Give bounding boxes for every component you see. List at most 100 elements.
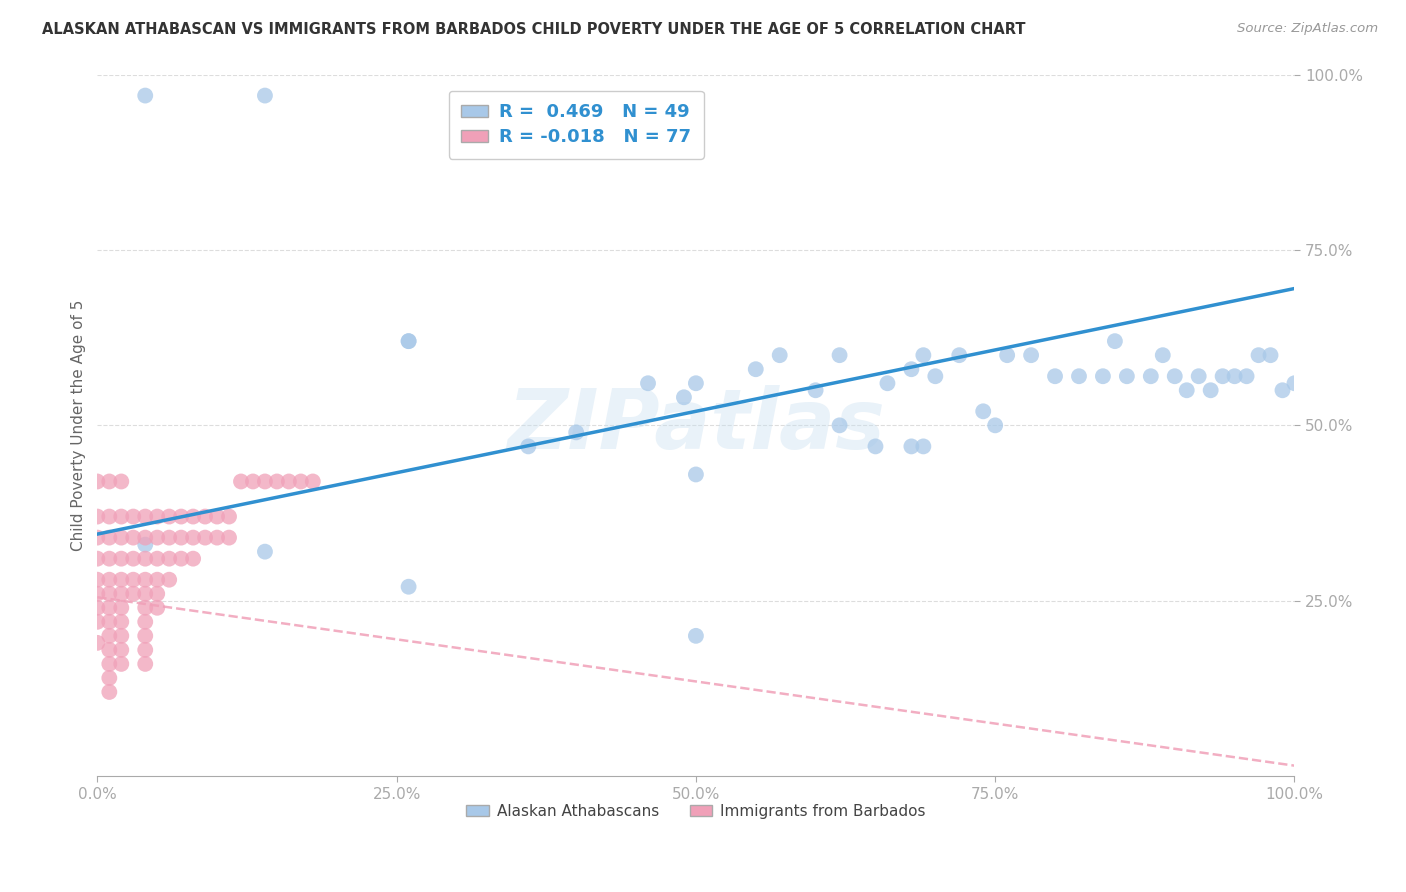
Point <box>745 362 768 376</box>
Point <box>995 348 1018 362</box>
Point <box>637 376 659 391</box>
Point <box>266 475 288 489</box>
Point <box>253 88 276 103</box>
Point <box>1043 369 1066 384</box>
Point <box>146 551 169 566</box>
Point <box>86 475 108 489</box>
Point <box>98 573 121 587</box>
Point <box>134 88 156 103</box>
Point <box>86 531 108 545</box>
Point <box>290 475 312 489</box>
Point <box>98 643 121 657</box>
Point <box>157 573 180 587</box>
Point <box>900 439 922 453</box>
Point <box>110 509 132 524</box>
Point <box>1104 334 1126 348</box>
Point <box>146 509 169 524</box>
Point <box>134 615 156 629</box>
Point <box>146 587 169 601</box>
Point <box>134 538 156 552</box>
Point <box>122 531 145 545</box>
Point <box>98 615 121 629</box>
Point <box>218 509 240 524</box>
Point <box>1284 376 1306 391</box>
Point <box>110 587 132 601</box>
Point <box>828 418 851 433</box>
Point <box>86 551 108 566</box>
Point <box>242 475 264 489</box>
Point <box>685 467 707 482</box>
Point <box>134 629 156 643</box>
Point <box>170 531 193 545</box>
Point <box>205 531 228 545</box>
Point <box>122 573 145 587</box>
Point <box>110 629 132 643</box>
Point <box>146 600 169 615</box>
Point <box>398 334 420 348</box>
Point <box>1139 369 1161 384</box>
Point <box>1175 384 1198 398</box>
Point <box>972 404 994 418</box>
Point <box>146 531 169 545</box>
Point <box>86 636 108 650</box>
Point <box>1223 369 1246 384</box>
Point <box>110 531 132 545</box>
Legend: Alaskan Athabascans, Immigrants from Barbados: Alaskan Athabascans, Immigrants from Bar… <box>460 797 932 825</box>
Point <box>98 685 121 699</box>
Text: ZIPatlas: ZIPatlas <box>508 384 884 466</box>
Point <box>1188 369 1211 384</box>
Point <box>134 600 156 615</box>
Point <box>253 475 276 489</box>
Point <box>912 348 935 362</box>
Point <box>769 348 792 362</box>
Point <box>134 531 156 545</box>
Point <box>398 580 420 594</box>
Point <box>984 418 1007 433</box>
Point <box>98 531 121 545</box>
Point <box>1152 348 1174 362</box>
Point <box>157 509 180 524</box>
Point <box>1164 369 1187 384</box>
Point <box>194 531 217 545</box>
Point <box>110 600 132 615</box>
Point <box>1091 369 1114 384</box>
Point <box>98 600 121 615</box>
Point <box>912 439 935 453</box>
Point <box>1067 369 1090 384</box>
Point <box>98 551 121 566</box>
Point <box>110 657 132 671</box>
Point <box>122 551 145 566</box>
Point <box>1019 348 1042 362</box>
Point <box>98 657 121 671</box>
Point <box>86 587 108 601</box>
Point <box>181 551 204 566</box>
Point <box>804 384 827 398</box>
Point <box>900 362 922 376</box>
Point <box>110 643 132 657</box>
Point <box>924 369 946 384</box>
Point <box>86 615 108 629</box>
Text: Source: ZipAtlas.com: Source: ZipAtlas.com <box>1237 22 1378 36</box>
Point <box>134 509 156 524</box>
Point <box>98 587 121 601</box>
Y-axis label: Child Poverty Under the Age of 5: Child Poverty Under the Age of 5 <box>72 300 86 551</box>
Point <box>134 587 156 601</box>
Point <box>1199 384 1222 398</box>
Point <box>229 475 252 489</box>
Point <box>205 509 228 524</box>
Point <box>685 629 707 643</box>
Point <box>146 573 169 587</box>
Point <box>110 573 132 587</box>
Point <box>86 509 108 524</box>
Point <box>98 475 121 489</box>
Point <box>253 544 276 558</box>
Point <box>181 531 204 545</box>
Point <box>1271 384 1294 398</box>
Point <box>170 509 193 524</box>
Point <box>1212 369 1234 384</box>
Point <box>134 573 156 587</box>
Text: ALASKAN ATHABASCAN VS IMMIGRANTS FROM BARBADOS CHILD POVERTY UNDER THE AGE OF 5 : ALASKAN ATHABASCAN VS IMMIGRANTS FROM BA… <box>42 22 1026 37</box>
Point <box>398 334 420 348</box>
Point <box>157 551 180 566</box>
Point <box>948 348 970 362</box>
